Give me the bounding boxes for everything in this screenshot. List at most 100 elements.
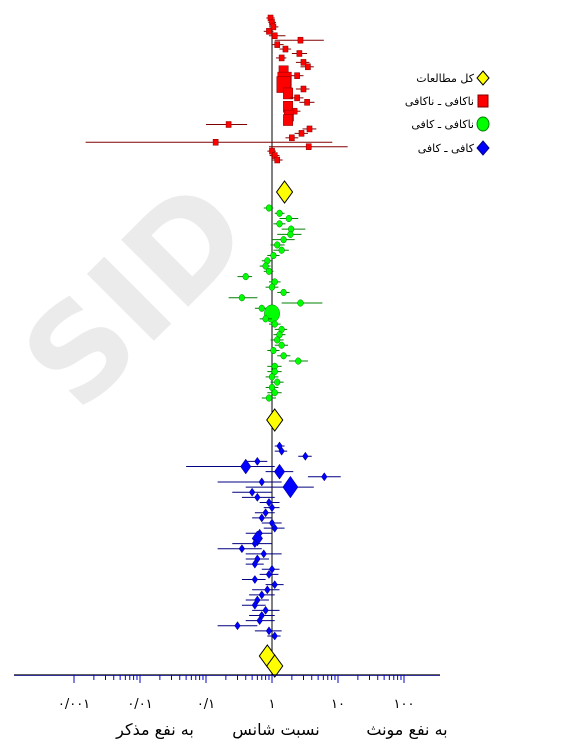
overall-estimate — [266, 654, 284, 678]
pooled-estimate — [275, 180, 294, 204]
study-marker — [302, 451, 309, 461]
study-marker — [297, 299, 304, 307]
study-marker — [262, 508, 269, 518]
study-marker — [248, 487, 256, 497]
legend-marker — [476, 140, 490, 156]
study-marker — [242, 273, 249, 281]
study-marker — [274, 378, 281, 386]
study-marker — [278, 54, 285, 62]
study-marker — [256, 616, 263, 626]
study-marker — [283, 114, 293, 126]
study-marker — [270, 251, 277, 260]
study-marker — [278, 341, 285, 349]
x-tick-label: ۰/۰۱ — [127, 697, 152, 712]
legend-label: ناکافی ـ ناکافی — [405, 95, 474, 108]
x-tick-label: ۰/۱ — [197, 697, 215, 712]
study-marker — [271, 320, 278, 328]
study-marker — [273, 463, 286, 480]
study-marker — [260, 549, 267, 559]
study-marker — [294, 72, 300, 79]
study-marker — [258, 477, 265, 487]
study-marker — [265, 204, 273, 212]
legend-marker — [476, 70, 490, 86]
study-marker — [300, 85, 307, 93]
study-marker — [268, 283, 276, 291]
study-marker — [258, 590, 265, 600]
x-tick-label: ۰/۰۰۱ — [58, 697, 90, 712]
study-marker — [287, 230, 294, 238]
study-marker — [271, 580, 278, 590]
study-marker — [251, 600, 259, 610]
study-marker — [276, 220, 283, 228]
legend-label: کافی ـ کافی — [418, 142, 475, 155]
study-marker — [278, 446, 285, 456]
legend-marker — [476, 116, 490, 132]
study-marker — [321, 472, 328, 482]
study-marker — [274, 336, 281, 344]
study-marker — [274, 156, 281, 164]
study-marker — [225, 121, 232, 128]
study-marker — [265, 394, 273, 402]
study-marker — [289, 134, 295, 142]
study-marker — [212, 139, 219, 146]
study-marker — [306, 125, 313, 133]
watermark-text: SID — [0, 153, 278, 437]
study-marker — [305, 143, 312, 150]
study-marker — [268, 503, 276, 513]
legend: کل مطالعات ناکافی ـ ناکافی ناکافی ـ کافی کا… — [405, 70, 490, 156]
study-marker — [268, 373, 276, 381]
study-marker — [254, 492, 261, 502]
x-tick-label: ۱ — [269, 697, 276, 712]
plot-area — [85, 14, 348, 678]
x-axis-title: نسبت شانس — [232, 720, 319, 740]
pooled-estimate — [266, 408, 284, 432]
study-marker — [305, 63, 311, 71]
study-marker — [298, 130, 305, 137]
study-marker — [274, 41, 281, 48]
study-marker — [262, 315, 269, 323]
study-marker — [270, 346, 277, 355]
study-marker — [266, 28, 272, 35]
x-tick-label: ۱۰۰ — [394, 697, 415, 712]
study-marker — [282, 475, 299, 499]
legend-label: کل مطالعات — [416, 72, 474, 85]
study-marker — [254, 554, 261, 564]
study-marker — [238, 294, 246, 302]
study-marker — [280, 288, 287, 296]
study-marker — [262, 605, 269, 615]
left-caption: به نفع مذکر — [115, 720, 194, 740]
study-marker — [283, 87, 293, 100]
study-marker — [258, 513, 265, 523]
study-marker — [251, 539, 259, 549]
study-marker — [278, 246, 285, 254]
study-marker — [240, 458, 252, 475]
study-marker — [270, 23, 277, 31]
study-marker — [265, 267, 273, 275]
right-caption: به نفع مونث — [366, 720, 447, 740]
study-marker — [265, 569, 273, 579]
study-marker — [251, 575, 259, 584]
study-marker — [271, 32, 278, 39]
study-marker — [274, 241, 281, 249]
study-marker — [295, 357, 302, 365]
study-marker — [264, 585, 271, 595]
study-marker — [304, 99, 310, 106]
study-marker — [268, 564, 276, 574]
study-marker — [254, 595, 261, 605]
study-marker — [294, 94, 300, 102]
study-marker — [268, 518, 276, 528]
x-tick-label: ۱۰ — [331, 697, 345, 712]
study-marker — [238, 544, 246, 554]
legend-marker — [477, 94, 489, 108]
x-axis: ۰/۰۰۱ ۰/۰۱ ۰/۱ ۱ ۱۰ ۱۰۰ — [14, 674, 440, 712]
study-marker — [285, 215, 292, 223]
study-marker — [262, 262, 269, 270]
study-marker — [271, 389, 278, 397]
legend-label: ناکافی ـ کافی — [411, 118, 474, 131]
study-marker — [234, 621, 241, 631]
study-marker — [280, 352, 287, 360]
study-marker — [254, 456, 261, 466]
study-marker — [265, 626, 273, 636]
study-marker — [265, 498, 273, 507]
